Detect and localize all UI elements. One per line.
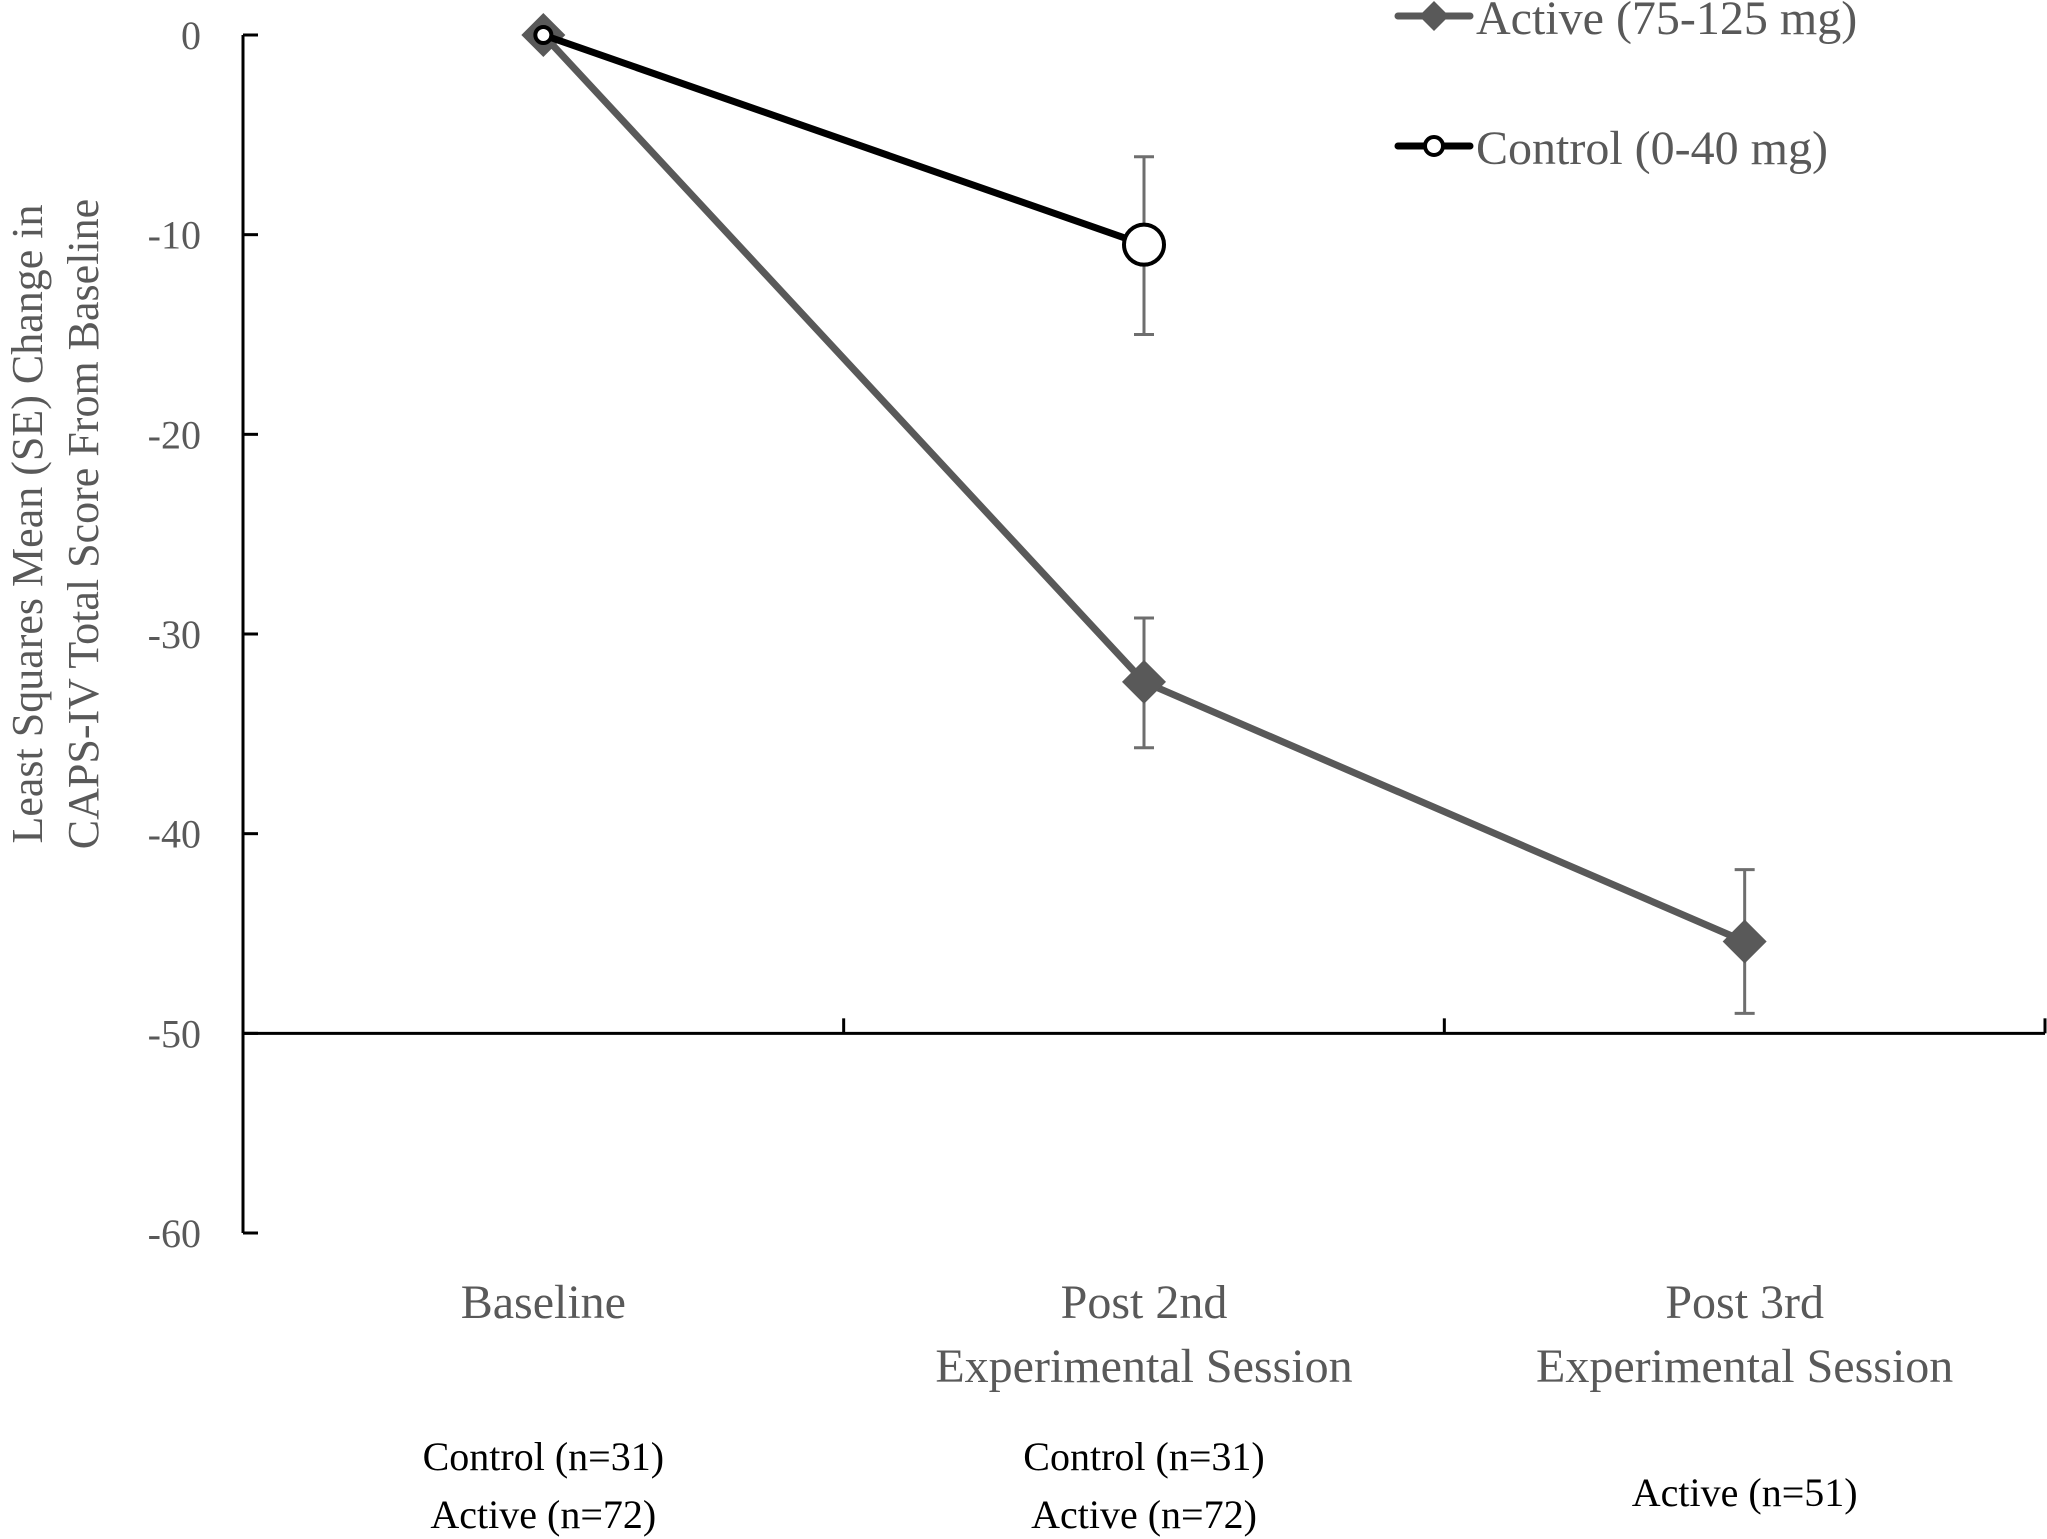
sample-size-label: Active (n=72): [1031, 1492, 1257, 1537]
x-axis-categories: Baseline Control (n=31) Active (n=72) Post …: [423, 1276, 1954, 1537]
diamond-marker: [1122, 659, 1166, 704]
y-axis-title-line: Least Squares Mean (SE) Change in: [3, 204, 52, 843]
y-tick-label: -50: [148, 1011, 201, 1056]
diamond-marker: [1722, 919, 1767, 964]
x-category-label: Post 2nd: [1061, 1276, 1228, 1329]
x-category-label: Post 3rd: [1665, 1276, 1824, 1329]
sample-size-label: Active (n=72): [430, 1492, 656, 1537]
y-axis-title-line: CAPS-IV Total Score From Baseline: [59, 199, 108, 849]
y-tick-label: -40: [148, 812, 201, 857]
y-tick-label: 0: [181, 13, 201, 58]
legend: Active (75-125 mg) Control (0-40 mg): [1394, 0, 1857, 175]
legend-circle-marker: [1423, 135, 1445, 157]
sample-size-label: Active (n=51): [1632, 1470, 1858, 1515]
y-axis-ticks: 0 -10 -20 -30 -40 -50 -60: [148, 13, 258, 1256]
legend-item: Active (75-125 mg): [1394, 0, 1857, 45]
series-active: [521, 13, 1767, 1015]
y-tick-label: -10: [148, 213, 201, 258]
legend-diamond-marker: [1419, 1, 1449, 31]
x-category-label: Experimental Session: [1536, 1340, 1953, 1393]
legend-label: Control (0-40 mg): [1476, 122, 1828, 175]
circle-marker: [1122, 222, 1166, 267]
legend-label: Active (75-125 mg): [1476, 0, 1857, 45]
sample-size-label: Control (n=31): [423, 1434, 664, 1479]
y-tick-label: -20: [148, 412, 201, 457]
y-tick-label: -30: [148, 612, 201, 657]
series-layer: [521, 13, 1767, 1015]
series-control: [533, 25, 1166, 336]
x-category-label: Baseline: [461, 1276, 626, 1329]
sample-size-label: Control (n=31): [1023, 1434, 1264, 1479]
circle-marker: [533, 25, 554, 45]
x-category-label: Experimental Session: [935, 1340, 1352, 1393]
legend-item: Control (0-40 mg): [1394, 122, 1828, 175]
y-tick-label: -60: [148, 1211, 201, 1256]
series-line: [542, 31, 1146, 248]
y-axis-title: Least Squares Mean (SE) Change in CAPS-IV…: [3, 199, 108, 849]
